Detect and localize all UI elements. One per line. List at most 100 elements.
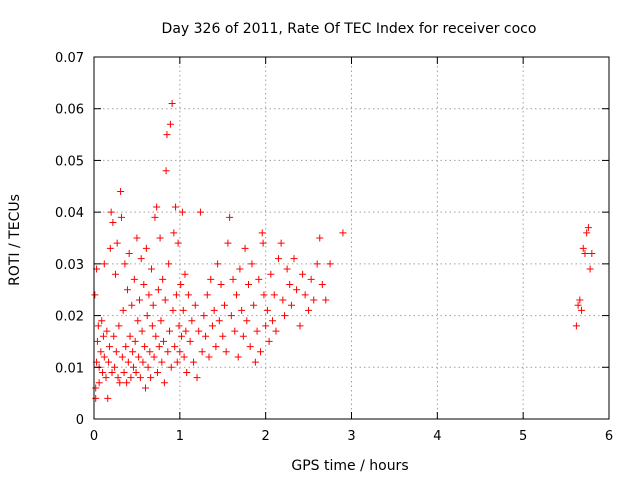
data-point bbox=[102, 374, 110, 382]
data-point bbox=[231, 327, 239, 335]
data-point bbox=[155, 343, 163, 351]
y-tick-label: 0.01 bbox=[55, 361, 84, 376]
data-point bbox=[583, 229, 591, 237]
data-point bbox=[220, 301, 228, 309]
data-point bbox=[307, 275, 315, 283]
data-point bbox=[161, 296, 169, 304]
chart-title: Day 326 of 2011, Rate Of TEC Index for r… bbox=[162, 21, 537, 37]
data-point bbox=[179, 306, 187, 314]
data-point bbox=[177, 281, 185, 289]
data-point bbox=[142, 384, 149, 392]
data-point bbox=[100, 260, 108, 268]
data-point bbox=[104, 394, 112, 402]
data-point bbox=[310, 296, 318, 304]
data-point bbox=[290, 255, 298, 263]
data-point bbox=[263, 306, 271, 314]
data-point bbox=[186, 337, 194, 345]
data-point bbox=[141, 343, 149, 351]
data-point bbox=[326, 260, 334, 268]
data-point bbox=[581, 250, 589, 258]
data-point bbox=[188, 317, 196, 325]
data-point bbox=[97, 348, 105, 356]
data-point bbox=[259, 239, 267, 247]
data-point bbox=[92, 384, 100, 392]
data-point bbox=[131, 337, 139, 345]
data-point bbox=[147, 374, 155, 382]
data-point bbox=[136, 374, 144, 382]
data-point bbox=[257, 348, 265, 356]
y-axis-label: ROTI / TECUs bbox=[7, 194, 23, 286]
data-point bbox=[234, 353, 242, 361]
data-point bbox=[238, 306, 246, 314]
x-tick-label: 4 bbox=[433, 429, 441, 444]
data-point bbox=[145, 291, 153, 299]
x-tick-label: 1 bbox=[176, 429, 184, 444]
data-point bbox=[105, 343, 113, 351]
data-point bbox=[318, 281, 326, 289]
y-tick-label: 0.06 bbox=[55, 103, 84, 118]
data-point bbox=[98, 317, 106, 325]
y-tick-label: 0.03 bbox=[55, 258, 84, 273]
data-point bbox=[137, 255, 145, 263]
data-point bbox=[272, 327, 280, 335]
data-point bbox=[296, 322, 304, 330]
data-point bbox=[149, 301, 157, 309]
data-point bbox=[158, 358, 166, 366]
data-point bbox=[178, 208, 186, 216]
data-point bbox=[212, 343, 220, 351]
data-point bbox=[99, 332, 107, 340]
data-point bbox=[151, 213, 159, 221]
data-point bbox=[173, 358, 181, 366]
data-point bbox=[195, 327, 203, 335]
data-point bbox=[322, 296, 330, 304]
data-point bbox=[232, 291, 240, 299]
data-point bbox=[207, 275, 215, 283]
data-point bbox=[148, 265, 156, 273]
data-point bbox=[139, 358, 147, 366]
data-point bbox=[108, 368, 116, 376]
data-point bbox=[576, 296, 584, 304]
data-point bbox=[208, 322, 216, 330]
data-point bbox=[154, 368, 162, 376]
data-point bbox=[200, 312, 208, 320]
data-point bbox=[159, 275, 167, 283]
data-point bbox=[148, 322, 156, 330]
data-point bbox=[184, 291, 192, 299]
data-point bbox=[127, 374, 135, 382]
data-point bbox=[172, 291, 180, 299]
data-point bbox=[146, 348, 154, 356]
data-point bbox=[191, 301, 199, 309]
x-tick-label: 6 bbox=[605, 429, 613, 444]
data-point bbox=[245, 281, 252, 289]
data-point bbox=[178, 332, 186, 340]
data-point bbox=[265, 337, 273, 345]
data-point bbox=[224, 239, 232, 247]
data-point bbox=[217, 281, 225, 289]
data-point bbox=[150, 353, 158, 361]
data-point bbox=[100, 353, 108, 361]
data-point bbox=[172, 203, 180, 211]
data-point bbox=[135, 296, 143, 304]
data-point bbox=[196, 208, 204, 216]
data-point bbox=[106, 244, 114, 252]
data-point bbox=[124, 358, 132, 366]
data-point bbox=[143, 312, 151, 320]
data-point bbox=[275, 255, 283, 263]
data-point bbox=[586, 265, 594, 273]
data-point bbox=[236, 265, 244, 273]
data-point bbox=[157, 317, 165, 325]
data-point bbox=[239, 332, 247, 340]
data-point bbox=[251, 358, 259, 366]
data-point bbox=[305, 306, 313, 314]
data-point bbox=[93, 337, 101, 345]
data-point bbox=[121, 260, 129, 268]
data-point bbox=[584, 224, 592, 232]
data-point bbox=[168, 100, 176, 108]
data-point bbox=[142, 244, 150, 252]
data-point bbox=[130, 275, 138, 283]
y-tick-label: 0 bbox=[76, 413, 84, 428]
data-point bbox=[163, 131, 171, 139]
data-point bbox=[339, 229, 347, 237]
data-point bbox=[156, 234, 164, 242]
data-point bbox=[115, 322, 123, 330]
